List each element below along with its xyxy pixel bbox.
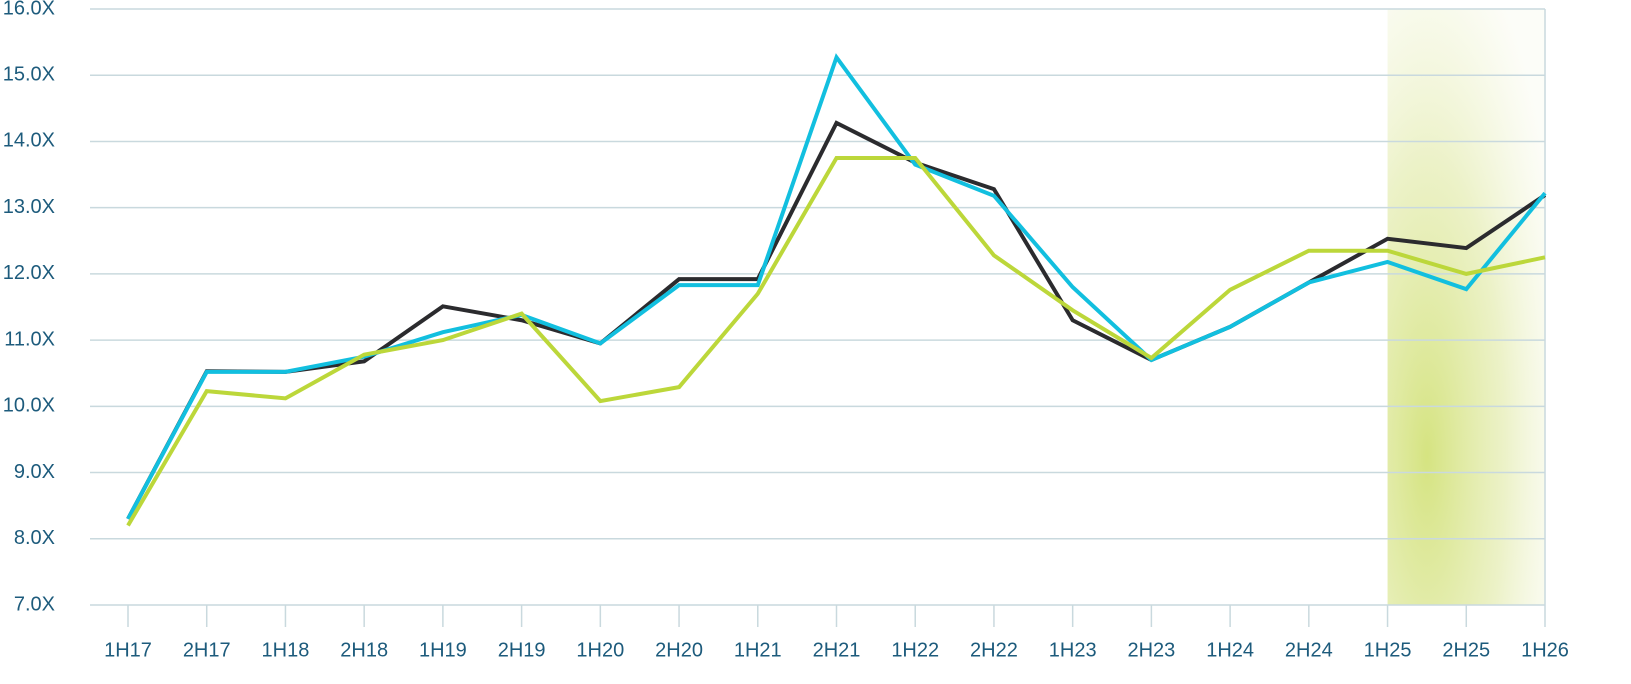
x-tick-label: 2H23	[1127, 639, 1175, 661]
y-tick-label: 10.0X	[3, 395, 55, 417]
x-tick-label: 2H22	[970, 639, 1018, 661]
series-line	[126, 156, 1546, 527]
y-tick-label: 15.0X	[3, 64, 55, 86]
x-tick-label: 1H26	[1521, 639, 1569, 661]
x-tick-label: 1H17	[104, 639, 152, 661]
y-tick-label: 16.0X	[3, 0, 55, 19]
x-tick-label: 2H21	[813, 639, 861, 661]
x-tick-label: 1H21	[734, 639, 782, 661]
y-tick-label: 7.0X	[14, 593, 55, 615]
x-tick-label: 1H18	[262, 639, 310, 661]
x-tick-label: 1H19	[419, 639, 467, 661]
y-tick-label: 14.0X	[3, 130, 55, 152]
y-tick-label: 12.0X	[3, 262, 55, 284]
x-tick-label: 2H24	[1285, 639, 1333, 661]
highlight-region	[1387, 9, 1545, 605]
x-tick-label: 2H25	[1442, 639, 1490, 661]
x-tick-label: 1H22	[891, 639, 939, 661]
y-tick-label: 8.0X	[14, 527, 55, 549]
x-tick-label: 1H24	[1206, 639, 1254, 661]
series-line	[126, 120, 1547, 520]
x-tick-label: 2H19	[498, 639, 546, 661]
x-tick-label: 1H20	[576, 639, 624, 661]
x-tick-label: 2H18	[340, 639, 388, 661]
x-tick-label: 2H17	[183, 639, 231, 661]
y-tick-label: 9.0X	[14, 461, 55, 483]
x-tick-label: 1H25	[1364, 639, 1412, 661]
y-tick-label: 11.0X	[4, 328, 55, 350]
x-tick-label: 1H23	[1049, 639, 1097, 661]
y-tick-label: 13.0X	[3, 196, 55, 218]
x-tick-label: 2H20	[655, 639, 703, 661]
